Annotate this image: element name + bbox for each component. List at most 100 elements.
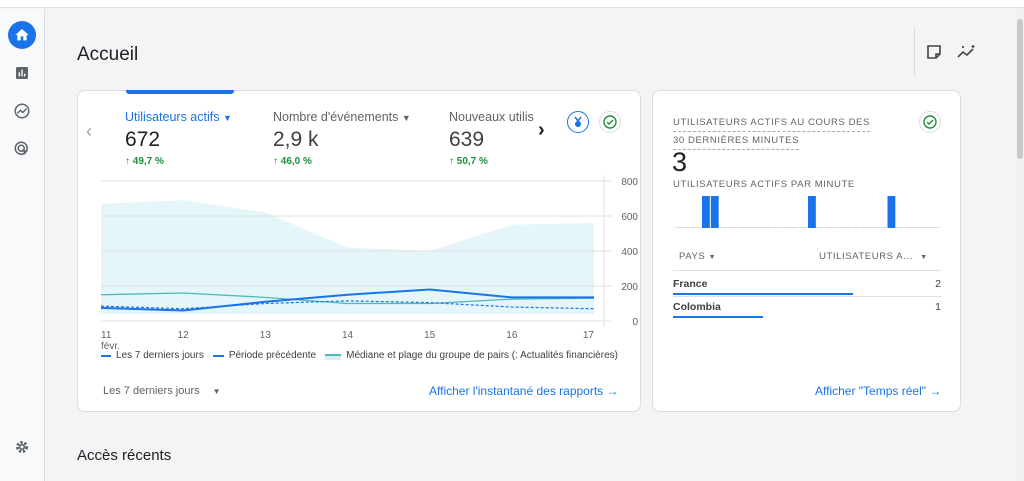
minute-bar	[852, 227, 860, 228]
minute-bar	[772, 227, 781, 228]
minute-bar	[861, 227, 869, 228]
previous-period-line	[100, 300, 595, 310]
dropdown-icon: ▼	[920, 254, 928, 261]
dropdown-icon: ▼	[401, 113, 411, 123]
x-tick-label: 17	[583, 330, 595, 341]
link-label: Afficher "Temps réel"	[815, 384, 927, 398]
minute-bar	[878, 227, 887, 228]
sidebar-item-explore[interactable]	[8, 97, 36, 125]
realtime-value: 3	[672, 147, 688, 177]
per-minute-label: Utilisateurs actifs par minute	[673, 179, 855, 190]
x-tick-label: 16	[506, 330, 518, 341]
arrow-up-icon: ↑	[449, 156, 454, 167]
median-line	[100, 292, 595, 305]
minute-bar	[799, 227, 807, 228]
next-metric-button[interactable]: ›	[538, 119, 545, 141]
link-label: Afficher l'instantané des rapports	[429, 384, 604, 398]
explore-icon	[14, 103, 30, 119]
column-label: Pays	[679, 251, 706, 262]
minute-bar	[869, 227, 878, 228]
minute-bar	[931, 227, 940, 228]
y-tick-label: 200	[621, 282, 638, 293]
minute-bar	[719, 227, 728, 228]
arrow-up-icon: ↑	[273, 156, 278, 167]
y-tick-label: 600	[621, 212, 638, 223]
y-tick-label: 800	[621, 177, 638, 188]
share-bar	[673, 316, 763, 318]
minute-bar	[746, 227, 754, 228]
gear-icon	[16, 441, 28, 453]
sidebar-item-advertising[interactable]	[8, 135, 36, 163]
table-row[interactable]: France 2	[673, 274, 941, 297]
realtime-title-line: Utilisateurs actifs au cours des	[673, 114, 870, 132]
minute-bar	[816, 227, 825, 228]
note-icon	[927, 45, 941, 59]
realtime-title: Utilisateurs actifs au cours des 30 dern…	[673, 114, 870, 150]
minute-bar	[781, 227, 790, 228]
x-tick-label: 14	[342, 330, 354, 341]
top-bar	[0, 0, 1024, 8]
dropdown-icon: ▼	[222, 113, 232, 123]
minute-bar	[728, 227, 737, 228]
users-column-header[interactable]: Utilisateurs a... ▼	[819, 251, 928, 262]
minute-bar	[843, 227, 852, 228]
medal-icon	[574, 116, 582, 127]
dropdown-icon: ▼	[212, 387, 221, 396]
metric-value: 672	[125, 128, 161, 151]
arrow-right-icon: →	[606, 384, 619, 398]
minute-bar	[914, 227, 922, 228]
legend-swatch-band	[325, 353, 342, 360]
benchmark-button[interactable]	[567, 111, 589, 133]
metric-label: Nouveaux utilis	[449, 110, 534, 124]
sidebar	[0, 9, 45, 481]
view-realtime-link[interactable]: Afficher "Temps réel" →	[815, 384, 941, 398]
minute-bar	[737, 227, 746, 228]
home-icon	[15, 29, 29, 41]
arrow-up-icon: ↑	[125, 156, 130, 167]
status-ok-button[interactable]	[919, 111, 941, 133]
check-circle-icon	[923, 115, 937, 129]
metric-delta: 50,7 %	[456, 156, 488, 167]
realtime-card: Utilisateurs actifs au cours des 30 dern…	[652, 90, 961, 412]
recent-access-title: Accès récents	[77, 447, 172, 464]
user-count: 1	[935, 301, 941, 313]
status-ok-button[interactable]	[599, 111, 621, 133]
metric-new-users[interactable]: Nouveaux utilis 639 ↑ 50,7 %	[449, 110, 534, 167]
legend-label: Médiane et plage du groupe de pairs (: A…	[346, 350, 618, 361]
prev-metric-button[interactable]: ‹	[86, 121, 92, 141]
table-row[interactable]: Colombia 1	[673, 297, 941, 320]
insights-button[interactable]	[957, 44, 977, 65]
scrollbar[interactable]	[1016, 9, 1024, 481]
scrollbar-thumb[interactable]	[1017, 19, 1023, 159]
insights-icon	[957, 45, 975, 58]
settings-button[interactable]	[8, 433, 36, 461]
divider	[914, 26, 915, 76]
check-circle-icon	[603, 115, 617, 129]
user-count: 2	[935, 278, 941, 290]
view-reports-snapshot-link[interactable]: Afficher l'instantané des rapports →	[429, 384, 619, 398]
legend-item: Période précédente	[212, 350, 316, 361]
sidebar-item-reports[interactable]	[8, 59, 36, 87]
overview-card: ‹ › Utilisateurs actifs ▼ 672 ↑ 49,7 % N…	[77, 90, 641, 412]
legend-swatch-dashed	[212, 354, 224, 357]
divider	[673, 270, 941, 271]
last-7-days-line	[100, 288, 594, 312]
x-tick-label: 11	[101, 330, 112, 341]
country-column-header[interactable]: Pays ▼	[679, 251, 716, 262]
country-name: Colombia	[673, 301, 721, 313]
note-button[interactable]	[926, 44, 942, 65]
minute-bar	[710, 196, 719, 228]
minute-bar	[684, 227, 693, 228]
x-tick-label: 15	[424, 330, 436, 341]
sidebar-item-home[interactable]	[8, 21, 36, 49]
minute-bar	[834, 227, 843, 228]
metric-events[interactable]: Nombre d'événements ▼ 2,9 k ↑ 46,0 %	[273, 110, 411, 167]
minute-bar	[790, 227, 799, 228]
metric-value: 639	[449, 128, 485, 151]
x-tick-label: 13	[260, 330, 272, 341]
minute-bar	[693, 227, 701, 228]
date-range-label: Les 7 derniers jours	[103, 385, 200, 397]
metric-label: Utilisateurs actifs	[125, 110, 220, 124]
metric-active-users[interactable]: Utilisateurs actifs ▼ 672 ↑ 49,7 %	[125, 110, 232, 167]
date-range-select[interactable]: Les 7 derniers jours ▼	[103, 385, 221, 397]
